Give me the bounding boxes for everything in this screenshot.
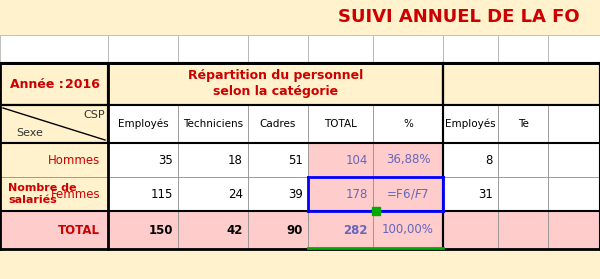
Bar	[498, 143, 548, 177]
Bar	[108, 143, 178, 177]
Bar	[548, 105, 600, 143]
Bar	[498, 211, 548, 249]
Text: 90: 90	[287, 223, 303, 237]
Text: Année :: Année :	[10, 78, 64, 90]
Text: 178: 178	[346, 187, 368, 201]
Bar	[178, 35, 248, 63]
Bar	[443, 177, 498, 211]
Bar	[0, 0, 600, 35]
Bar	[373, 177, 443, 211]
Bar	[548, 35, 600, 63]
Text: selon la catégorie: selon la catégorie	[213, 85, 338, 98]
Bar	[178, 143, 248, 177]
Bar	[443, 211, 498, 249]
Text: 31: 31	[478, 187, 493, 201]
Bar	[443, 63, 600, 105]
Text: Hommes: Hommes	[48, 153, 100, 167]
Bar	[248, 35, 308, 63]
Text: Employés: Employés	[445, 119, 496, 129]
Text: 35: 35	[158, 153, 173, 167]
Text: =F6/$F$7: =F6/$F$7	[386, 187, 430, 201]
Bar	[108, 211, 178, 249]
Text: TOTAL: TOTAL	[324, 119, 357, 129]
Bar	[443, 105, 498, 143]
Bar	[248, 211, 308, 249]
Bar	[308, 143, 373, 177]
Bar	[371, 207, 380, 215]
Bar	[548, 143, 600, 177]
Bar	[308, 35, 373, 63]
Bar	[108, 177, 178, 211]
Bar	[0, 177, 108, 211]
Bar	[0, 211, 108, 249]
Bar	[443, 35, 498, 63]
Bar	[443, 143, 498, 177]
Bar	[498, 35, 548, 63]
Bar	[248, 105, 308, 143]
Text: Techniciens: Techniciens	[183, 119, 243, 129]
Text: 24: 24	[228, 187, 243, 201]
Text: 18: 18	[228, 153, 243, 167]
Bar	[548, 177, 600, 211]
Bar	[308, 105, 373, 143]
Bar	[0, 143, 108, 177]
Text: TOTAL: TOTAL	[58, 223, 100, 237]
Bar	[373, 35, 443, 63]
Text: Femmes: Femmes	[50, 187, 100, 201]
Text: 42: 42	[227, 223, 243, 237]
Text: Te: Te	[518, 119, 529, 129]
Bar	[373, 143, 443, 177]
Text: Sexe: Sexe	[16, 128, 43, 138]
Text: Répartition du personnel: Répartition du personnel	[188, 69, 363, 83]
Bar	[498, 177, 548, 211]
Text: SUIVI ANNUEL DE LA FO: SUIVI ANNUEL DE LA FO	[338, 8, 580, 27]
Text: 51: 51	[288, 153, 303, 167]
Bar	[548, 211, 600, 249]
Text: 2016: 2016	[65, 78, 100, 90]
Text: Cadres: Cadres	[260, 119, 296, 129]
Bar	[178, 105, 248, 143]
Text: 39: 39	[288, 187, 303, 201]
Text: 100,00%: 100,00%	[382, 223, 434, 237]
Bar	[0, 105, 108, 143]
Text: 282: 282	[343, 223, 368, 237]
Text: 115: 115	[151, 187, 173, 201]
Bar	[108, 105, 178, 143]
Text: 104: 104	[346, 153, 368, 167]
Bar	[373, 211, 443, 249]
Text: Nombre de
salariés: Nombre de salariés	[8, 183, 77, 205]
Text: %: %	[403, 119, 413, 129]
Bar	[248, 177, 308, 211]
Bar	[308, 177, 373, 211]
Bar	[178, 177, 248, 211]
Bar	[248, 143, 308, 177]
Text: Employés: Employés	[118, 119, 169, 129]
Bar	[108, 35, 178, 63]
Bar	[373, 105, 443, 143]
Bar	[0, 35, 108, 63]
Bar	[0, 63, 108, 105]
Bar	[178, 211, 248, 249]
Text: CSP: CSP	[83, 110, 105, 120]
Text: 150: 150	[149, 223, 173, 237]
Bar	[308, 211, 373, 249]
Bar	[108, 63, 443, 105]
Text: 8: 8	[485, 153, 493, 167]
Text: 36,88%: 36,88%	[386, 153, 430, 167]
Bar	[498, 105, 548, 143]
